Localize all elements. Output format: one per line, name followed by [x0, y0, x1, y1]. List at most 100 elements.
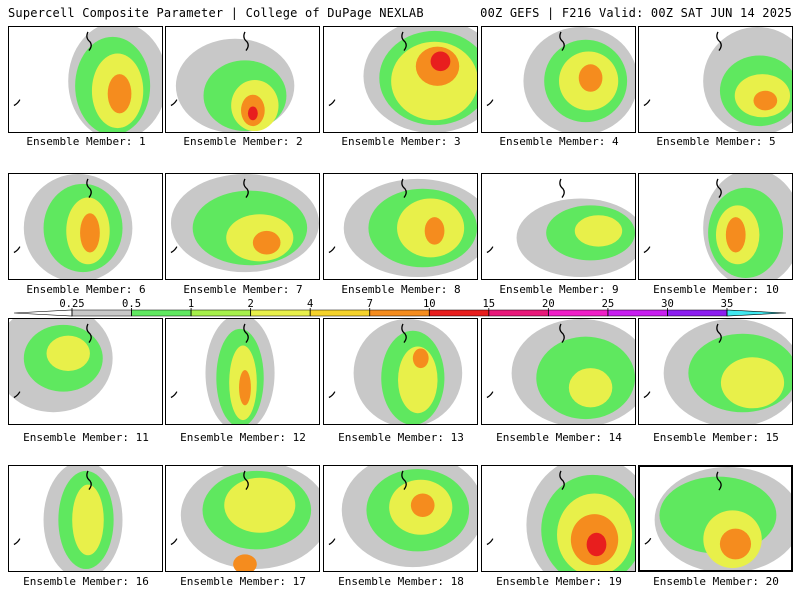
coastline [643, 323, 722, 399]
ensemble-member-map[interactable] [323, 26, 478, 133]
ensemble-member-map[interactable] [323, 173, 478, 280]
colorbar-tick-label: 7 [367, 298, 373, 310]
ensemble-member-map[interactable] [8, 173, 163, 280]
ensemble-member-label: Ensemble Member: 11 [23, 431, 149, 444]
scp-contour [233, 554, 257, 571]
scp-contour [586, 532, 607, 557]
colorbar-tick-label: 4 [307, 298, 313, 310]
scp-contour [107, 74, 132, 114]
ensemble-member-map[interactable] [323, 465, 478, 572]
colorbar-segment [429, 309, 490, 317]
colorbar-segment [488, 309, 549, 317]
scp-contour [398, 346, 438, 414]
ensemble-member-label: Ensemble Member: 19 [496, 575, 622, 588]
coastline [13, 178, 92, 254]
ensemble-member-label: Ensemble Member: 10 [653, 283, 779, 296]
ensemble-member-label: Ensemble Member: 13 [338, 431, 464, 444]
ensemble-member-map[interactable] [165, 465, 320, 572]
ensemble-member-label: Ensemble Member: 9 [499, 283, 619, 296]
scp-contour [224, 477, 296, 533]
coastline [170, 31, 249, 107]
ensemble-member-map[interactable] [638, 465, 793, 572]
scp-contour [568, 368, 613, 408]
ensemble-member-label: Ensemble Member: 14 [496, 431, 622, 444]
colorbar-legend: 0.25 0.5 1 2 4 7 10 15 20 25 30 35 [13, 298, 787, 317]
ensemble-member-map[interactable] [638, 26, 793, 133]
ensemble-member-label: Ensemble Member: 3 [341, 135, 461, 148]
coastline [13, 31, 92, 107]
colorbar-tick-label: 30 [661, 298, 674, 310]
scp-contour [72, 484, 104, 556]
coastline [328, 470, 407, 546]
colorbar-tick-label: 10 [423, 298, 436, 310]
ensemble-member-map[interactable] [165, 173, 320, 280]
ensemble-member-map[interactable] [165, 26, 320, 133]
colorbar-segment [369, 309, 430, 317]
ensemble-member-label: Ensemble Member: 5 [656, 135, 776, 148]
colorbar-segment [131, 309, 192, 317]
ensemble-member-label: Ensemble Member: 12 [180, 431, 306, 444]
coastline [13, 323, 92, 399]
ensemble-member-label: Ensemble Member: 4 [499, 135, 619, 148]
coastline [170, 323, 249, 399]
colorbar-arrow-high [726, 309, 787, 317]
scp-contour [753, 90, 778, 111]
coastline [643, 31, 722, 107]
colorbar-segment [250, 309, 311, 317]
ensemble-member-map[interactable] [8, 26, 163, 133]
coastline [328, 178, 407, 254]
scp-contour [719, 528, 752, 560]
coastline [486, 470, 565, 546]
ensemble-member-map[interactable] [8, 318, 163, 425]
scp-contour [239, 370, 251, 406]
ensemble-member-label: Ensemble Member: 1 [26, 135, 146, 148]
scp-contour [578, 64, 603, 92]
scp-contour [574, 215, 623, 247]
ensemble-member-map[interactable] [638, 318, 793, 425]
ensemble-member-label: Ensemble Member: 20 [653, 575, 779, 588]
ensemble-member-label: Ensemble Member: 17 [180, 575, 306, 588]
ensemble-member-map[interactable] [8, 465, 163, 572]
ensemble-member-map[interactable] [165, 318, 320, 425]
coastline [13, 470, 92, 546]
ensemble-member-label: Ensemble Member: 6 [26, 283, 146, 296]
colorbar-tick-label: 1 [188, 298, 194, 310]
ensemble-member-label: Ensemble Member: 16 [23, 575, 149, 588]
coastline [486, 31, 565, 107]
coastline [644, 471, 722, 545]
colorbar-segment [190, 309, 251, 317]
scp-contour [80, 213, 100, 253]
colorbar-segment [71, 309, 132, 317]
ensemble-member-map[interactable] [481, 26, 636, 133]
scp-contour [247, 106, 258, 121]
scp-contour [725, 217, 746, 253]
colorbar-tick-label: 0.5 [122, 298, 141, 310]
colorbar-arrow-low [13, 309, 73, 317]
colorbar-segment [309, 309, 370, 317]
coastline [643, 178, 722, 254]
ensemble-member-map[interactable] [323, 318, 478, 425]
ensemble-member-map[interactable] [638, 173, 793, 280]
colorbar-tick-label: 35 [721, 298, 734, 310]
ensemble-member-label: Ensemble Member: 8 [341, 283, 461, 296]
colorbar-segment [607, 309, 668, 317]
coastline [170, 470, 249, 546]
colorbar-segment [667, 309, 728, 317]
scp-contour [46, 335, 90, 372]
scp-contour [720, 357, 785, 409]
colorbar-tick-label: 20 [542, 298, 555, 310]
chart-title: Supercell Composite Parameter | College … [8, 6, 424, 20]
colorbar-segment [548, 309, 609, 317]
colorbar-tick-label: 0.25 [59, 298, 84, 310]
scp-contour [410, 493, 435, 518]
colorbar-tick-label: 15 [482, 298, 495, 310]
coastline [486, 323, 565, 399]
ensemble-member-map[interactable] [481, 173, 636, 280]
coastline [486, 178, 565, 254]
ensemble-member-label: Ensemble Member: 7 [183, 283, 303, 296]
ensemble-member-map[interactable] [481, 465, 636, 572]
coastline [328, 323, 407, 399]
coastline [170, 178, 249, 254]
scp-contour [424, 217, 445, 245]
ensemble-member-map[interactable] [481, 318, 636, 425]
